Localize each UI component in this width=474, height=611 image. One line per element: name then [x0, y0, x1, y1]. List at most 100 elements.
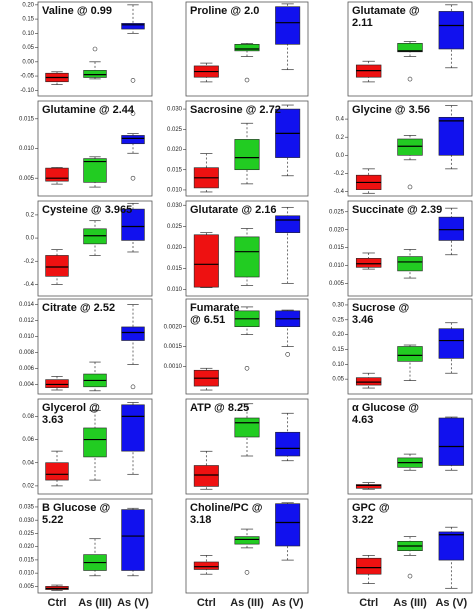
y-tick-label: 0.008 [19, 350, 35, 356]
y-tick-label: 0.015 [19, 557, 35, 563]
y-tick-label: 0.15 [332, 347, 344, 353]
y-tick-label: 0.0 [336, 153, 345, 159]
panel-title: B Glucose @ 5.22 [42, 502, 111, 526]
y-tick-label: -0.2 [334, 171, 345, 177]
outlier [407, 573, 413, 579]
plot-frame [185, 398, 309, 495]
panel-title: Glycerol @ 3.63 [42, 402, 100, 426]
y-tick-label: -0.10 [20, 88, 34, 94]
box [193, 234, 219, 288]
y-tick-label: 0.014 [19, 302, 35, 308]
y-tick-label: 0.20 [22, 2, 34, 8]
y-tick-label: -0.4 [334, 189, 345, 195]
y-tick-label: 0.010 [167, 287, 183, 293]
y-tick-label: 0.010 [19, 571, 35, 577]
panel-title: α Glucose @ 4.63 [352, 402, 420, 426]
y-tick-label: 0.010 [19, 334, 35, 340]
y-tick-label: 0.025 [19, 531, 35, 537]
box [397, 43, 423, 53]
box [275, 215, 301, 233]
box [275, 431, 301, 457]
y-tick-label: 0.035 [19, 505, 35, 511]
x-tick-label: Ctrl [197, 597, 216, 609]
y-tick-label: 0.4 [336, 117, 345, 123]
box [275, 6, 301, 45]
y-tick-label: 0.005 [329, 281, 345, 287]
y-tick-label: 0.15 [22, 17, 34, 23]
x-tick-label: As (V) [272, 597, 304, 609]
plot-frame [37, 200, 153, 297]
plot-frame [347, 200, 473, 297]
y-tick-label: 0.030 [19, 518, 35, 524]
outlier [130, 384, 136, 390]
plot-frame [37, 398, 153, 495]
y-tick-label: 0.020 [167, 245, 183, 251]
y-tick-label: 0.006 [19, 366, 35, 372]
y-tick-label: 0.30 [332, 303, 344, 309]
outlier [130, 175, 136, 181]
y-tick-label: 0.005 [19, 176, 35, 182]
y-tick-label: 0.010 [19, 146, 35, 152]
box [355, 377, 382, 386]
panel-title: ATP @ 8.25 [190, 402, 250, 414]
plot-frame [37, 498, 153, 594]
box [83, 427, 107, 458]
y-tick-label: -0.05 [20, 74, 34, 80]
plot-frame [37, 298, 153, 395]
y-tick-label: 0.0 [26, 236, 35, 242]
y-tick-label: -0.2 [24, 259, 35, 265]
outlier [407, 76, 413, 82]
y-tick-label: 0.2 [336, 135, 345, 141]
plot-frame [347, 1, 473, 97]
plot-frame [185, 200, 309, 297]
y-tick-label: 0.05 [332, 377, 344, 383]
y-tick-label: 0.010 [329, 263, 345, 269]
y-tick-label: 0.025 [167, 224, 183, 230]
y-tick-label: 0.005 [19, 584, 35, 590]
y-tick-label: 0.015 [167, 167, 183, 173]
box [83, 158, 107, 183]
y-tick-label: 0.02 [22, 483, 34, 489]
plot-frame [185, 1, 309, 97]
box [397, 346, 423, 362]
panel-title: Sacrosine @ 2.72 [190, 104, 281, 116]
outlier [130, 111, 136, 116]
box [397, 138, 423, 156]
outlier [244, 570, 250, 575]
plot-frame [185, 498, 309, 594]
box [355, 258, 382, 268]
panel-title: Sucrose @ 3.46 [352, 302, 410, 326]
panel-title: Glycine @ 3.56 [352, 104, 430, 116]
plot-frame [347, 398, 473, 495]
box [193, 561, 219, 570]
x-tick-label: As (III) [78, 597, 112, 609]
panel-title: Glutarate @ 2.16 [190, 204, 277, 216]
box [121, 135, 145, 145]
panel-title: Citrate @ 2.52 [42, 302, 116, 314]
y-tick-label: 0.06 [22, 437, 34, 443]
panel-title: Proline @ 2.0 [190, 5, 260, 17]
outlier [285, 352, 290, 357]
y-tick-label: 0.030 [167, 203, 183, 209]
outlier [130, 78, 136, 83]
y-tick-label: 0.010 [167, 188, 183, 194]
panel-title: Valine @ 0.99 [42, 5, 113, 17]
panel-title: GPC @ 3.22 [352, 502, 390, 526]
box [83, 70, 107, 78]
box [438, 116, 465, 156]
y-tick-label: 0.0020 [164, 324, 183, 330]
panel-title: Choline/PC @ 3.18 [190, 502, 263, 526]
y-tick-label: 0.10 [22, 31, 34, 37]
y-tick-label: 0.012 [19, 318, 35, 324]
outlier [407, 184, 413, 190]
box [234, 536, 260, 545]
box [193, 465, 219, 487]
panel-title: Glutamine @ 2.44 [42, 104, 135, 116]
y-tick-label: 0.10 [332, 362, 344, 368]
plot-frame [347, 498, 473, 594]
y-tick-label: -0.4 [24, 282, 35, 288]
box [355, 557, 382, 575]
outlier [92, 46, 98, 52]
